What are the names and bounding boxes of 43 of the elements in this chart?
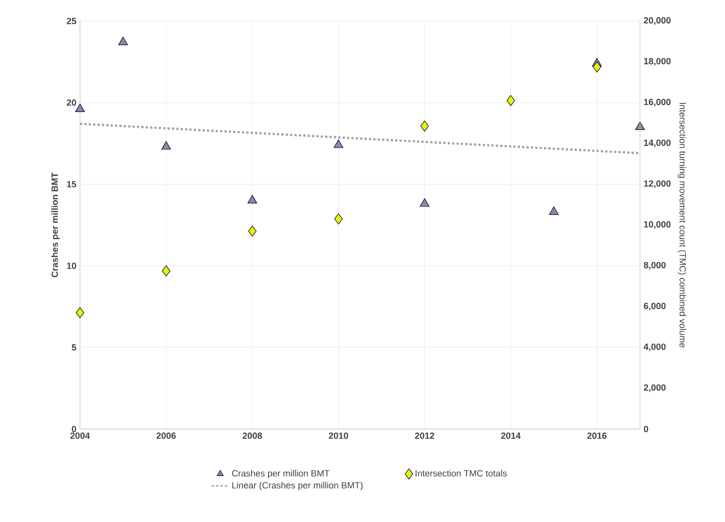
legend-label: Crashes per million BMT — [232, 470, 330, 478]
point — [334, 213, 343, 224]
y-tick-label: 10 — [67, 262, 76, 269]
point — [506, 95, 515, 106]
y2-tick-label: 8,000 — [644, 262, 666, 270]
point — [549, 206, 559, 215]
x-tick-label: 2006 — [156, 432, 176, 439]
y2-tick-label: 14,000 — [644, 140, 671, 148]
y-axis-title: Crashes per million BMT — [51, 172, 60, 278]
y2-tick-label: 0 — [644, 426, 648, 432]
y2-tick-label: 18,000 — [644, 58, 671, 66]
point — [75, 104, 85, 112]
x-tick-label: 2014 — [501, 432, 521, 439]
y-tick-label: 0 — [72, 426, 76, 432]
x-tick-label: 2016 — [587, 432, 607, 439]
y2-tick-label: 6,000 — [644, 302, 666, 310]
point — [76, 307, 84, 318]
y2-tick-label: 2,000 — [644, 384, 666, 392]
point — [162, 265, 170, 276]
x-tick-label: 2012 — [414, 432, 434, 439]
point — [592, 61, 602, 72]
point — [161, 141, 171, 150]
y2-tick-label: 4,000 — [644, 344, 666, 352]
y2-tick-label: 10,000 — [644, 221, 671, 229]
legend-label: Linear (Crashes per million BMT) — [232, 482, 363, 490]
point — [118, 36, 128, 46]
point — [334, 140, 344, 148]
y2-axis-title: Intersection turning movement count (TMC) combined volume — [678, 102, 686, 348]
x-tick-label: 2004 — [70, 432, 90, 439]
y-tick-label: 5 — [72, 344, 76, 351]
y2-tick-label: 16,000 — [644, 98, 671, 106]
x-tick-label: 2010 — [328, 432, 348, 439]
point — [420, 120, 429, 132]
x-tick-label: 2008 — [242, 432, 262, 439]
y2-tick-label: 12,000 — [644, 180, 671, 188]
point — [420, 198, 430, 207]
point — [248, 195, 258, 204]
y-tick-label: 20 — [66, 99, 76, 106]
y-tick-label: 15 — [67, 181, 76, 188]
legend-label: Intersection TMC totals — [416, 470, 507, 476]
y-tick-label: 25 — [66, 18, 76, 24]
y2-tick-label: 20,000 — [644, 17, 671, 25]
point — [248, 226, 256, 237]
